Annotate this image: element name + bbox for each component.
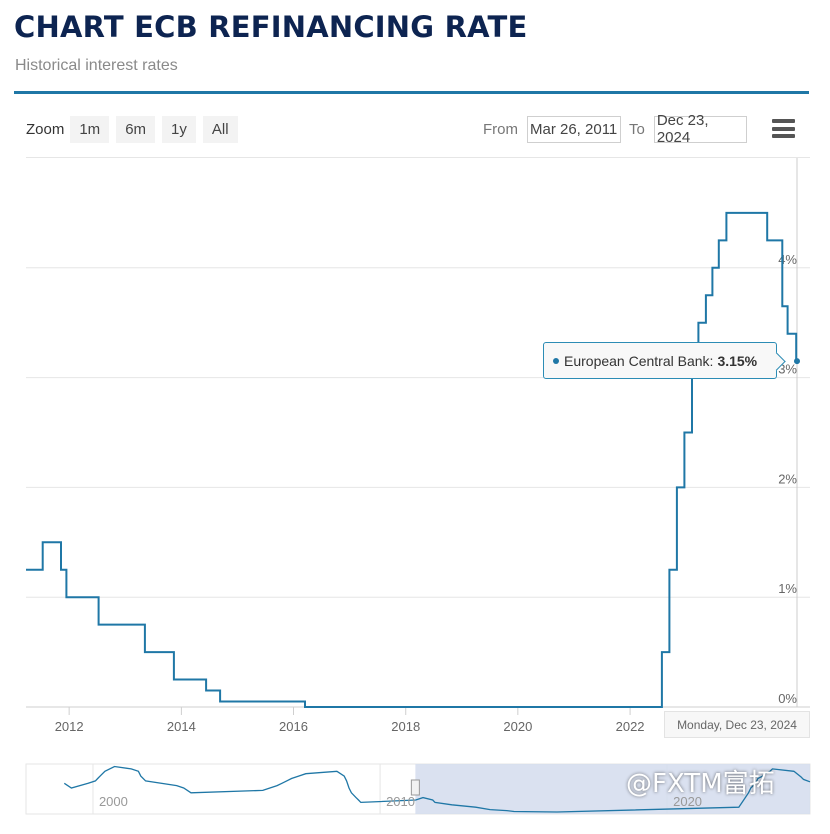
x-tick-label: 2022 xyxy=(616,719,645,734)
x-tick-label: 2014 xyxy=(167,719,196,734)
zoom-toolbar: Zoom 1m 6m 1y All xyxy=(26,115,245,143)
zoom-label: Zoom xyxy=(26,120,65,138)
title-divider xyxy=(14,91,809,94)
series-line-ecb[interactable] xyxy=(26,211,798,708)
zoom-all-button[interactable]: All xyxy=(202,115,238,143)
navigator-tick-label: 2020 xyxy=(673,794,702,809)
series-point-last xyxy=(794,358,800,365)
navigator-labels: 2000 2010 2020 xyxy=(99,794,702,809)
navigator[interactable]: 2000 2010 2020 xyxy=(0,760,830,820)
toolbar-divider xyxy=(26,157,810,158)
navigator-left-handle[interactable] xyxy=(410,779,420,796)
grid-lines xyxy=(26,267,810,708)
page-subtitle: Historical interest rates xyxy=(15,57,178,74)
y-tick-label: 3% xyxy=(778,362,797,377)
crosshair-date-label: Monday, Dec 23, 2024 xyxy=(664,711,810,738)
to-label: To xyxy=(629,120,645,138)
y-tick-label: 1% xyxy=(778,581,797,596)
navigator-tick-label: 2000 xyxy=(99,794,128,809)
hamburger-menu-icon[interactable] xyxy=(772,119,795,138)
navigator-tick-label: 2010 xyxy=(386,794,415,809)
y-tick-label: 2% xyxy=(778,471,797,486)
x-tick-label: 2016 xyxy=(279,719,308,734)
to-date-input[interactable]: Dec 23, 2024 xyxy=(653,112,747,146)
y-tick-label: 0% xyxy=(778,691,797,706)
series-dot-icon xyxy=(553,357,559,364)
x-tick-label: 2012 xyxy=(55,719,84,734)
tooltip-value: 3.15% xyxy=(717,352,758,369)
zoom-1m-button[interactable]: 1m xyxy=(70,115,110,143)
date-range-selector: From Mar 26, 2011 To Dec 23, 2024 xyxy=(483,112,747,146)
y-tick-label: 4% xyxy=(778,252,797,267)
navigator-series-line xyxy=(63,765,811,813)
data-tooltip: European Central Bank: 3.15% xyxy=(543,342,777,379)
x-tick-label: 2020 xyxy=(503,719,532,734)
zoom-6m-button[interactable]: 6m xyxy=(116,115,156,143)
zoom-1y-button[interactable]: 1y xyxy=(162,115,196,143)
x-axis-labels: 2012 2014 2016 2018 2020 2022 xyxy=(55,707,645,734)
from-date-input[interactable]: Mar 26, 2011 xyxy=(527,115,621,143)
from-label: From xyxy=(483,120,518,138)
tooltip-series-name: European Central Bank: xyxy=(564,352,714,369)
navigator-selection[interactable] xyxy=(415,764,810,814)
rate-chart: 0% 1% 2% 3% 4% 2012 2014 2016 2018 2020 2022 xyxy=(26,158,810,734)
watermark: @FXTM富拓 xyxy=(626,769,775,799)
x-tick-label: 2018 xyxy=(391,719,420,734)
page-title: CHART ECB REFINANCING RATE xyxy=(14,10,528,44)
